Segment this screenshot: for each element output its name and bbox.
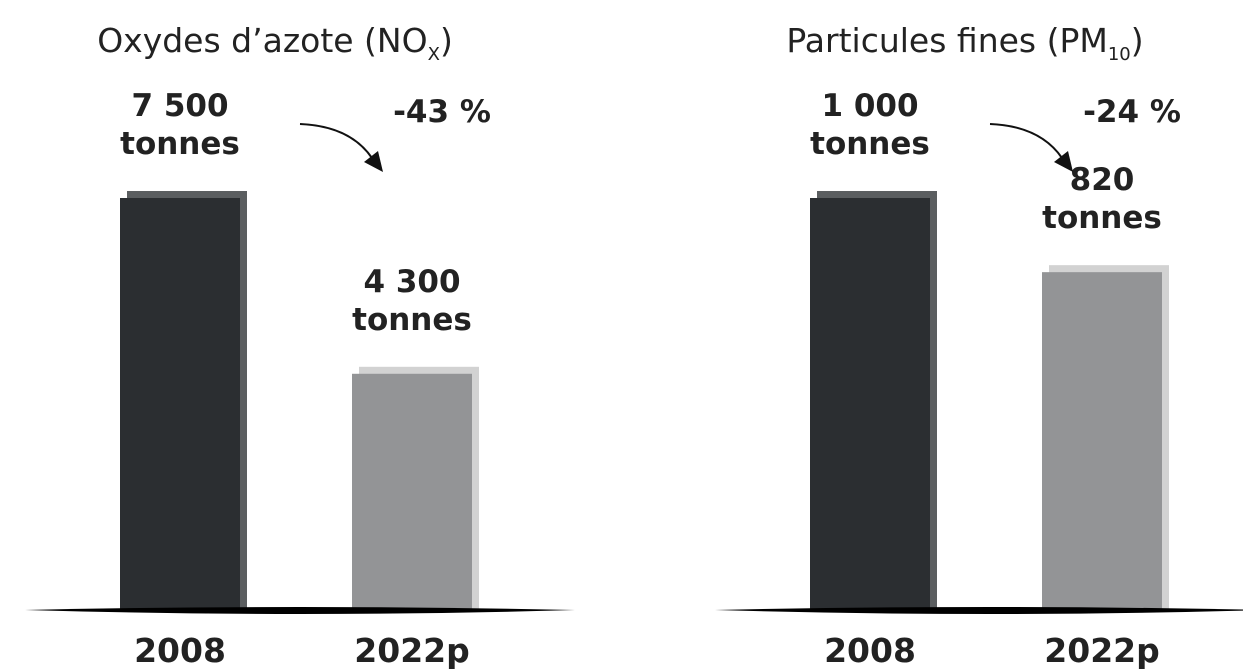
bar xyxy=(120,198,240,610)
baseline xyxy=(715,607,1243,614)
arrow xyxy=(989,123,1063,159)
title-subscript: 10 xyxy=(1108,44,1131,65)
value-label: 4 300 xyxy=(363,264,460,300)
value-label: 820 xyxy=(1070,162,1135,198)
x-tick-label: 2008 xyxy=(824,631,916,670)
title-subscript: X xyxy=(428,44,440,65)
x-tick-label: 2022p xyxy=(1044,631,1159,670)
value-label: 7 500 xyxy=(131,88,228,124)
value-label: tonnes xyxy=(1042,200,1162,236)
title-text: Oxydes d’azote (NO xyxy=(97,21,427,60)
chart-title: Particules fines (PM10) xyxy=(786,21,1143,65)
chart-title: Oxydes d’azote (NOX) xyxy=(97,21,453,65)
annotation: -43 % xyxy=(393,94,491,130)
bar xyxy=(810,198,930,610)
bar-panel: Particules fines (PM10)1 000tonnes200882… xyxy=(715,21,1243,670)
baseline xyxy=(25,607,575,614)
value-label: tonnes xyxy=(810,126,930,162)
value-label: tonnes xyxy=(120,126,240,162)
arrow-head xyxy=(1054,151,1073,172)
arrow-head xyxy=(364,151,383,172)
value-label: tonnes xyxy=(352,302,472,338)
value-label: 1 000 xyxy=(821,88,918,124)
title-end: ) xyxy=(440,21,453,60)
x-tick-label: 2008 xyxy=(134,631,226,670)
bar xyxy=(352,373,472,610)
title-text: Particules fines (PM xyxy=(786,21,1107,60)
bar xyxy=(1042,272,1162,610)
x-tick-label: 2022p xyxy=(354,631,469,670)
arrow xyxy=(299,123,373,159)
annotation: -24 % xyxy=(1083,94,1181,130)
title-end: ) xyxy=(1131,21,1144,60)
